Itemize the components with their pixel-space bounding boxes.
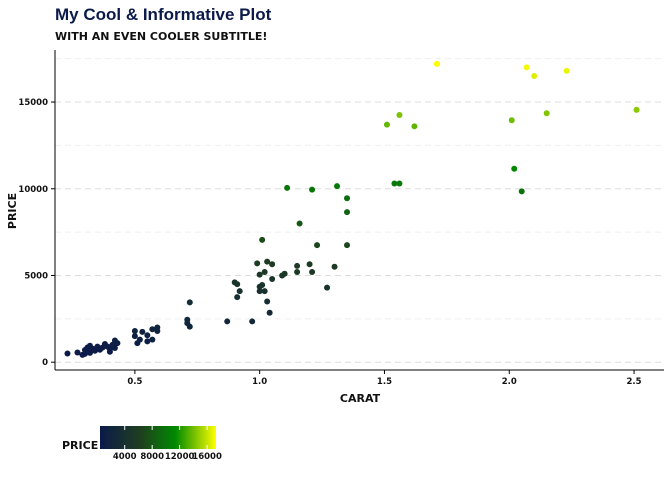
data-point <box>149 336 156 343</box>
data-point <box>344 195 351 202</box>
data-point <box>269 275 276 282</box>
chart-subtitle: WITH AN EVEN COOLER SUBTITLE! <box>55 30 267 43</box>
data-point <box>264 298 271 305</box>
data-point <box>149 326 156 333</box>
data-point <box>511 165 518 172</box>
data-point <box>224 318 231 325</box>
x-tick-label: 2.0 <box>502 377 517 387</box>
chart-title: My Cool & Informative Plot <box>55 5 272 24</box>
data-point <box>396 112 403 119</box>
data-point <box>114 340 121 347</box>
data-point <box>136 336 143 343</box>
data-point <box>144 332 151 339</box>
data-point <box>131 327 138 334</box>
data-point <box>236 288 243 295</box>
data-point <box>306 261 313 268</box>
data-point <box>154 327 161 334</box>
y-tick-label: 0 <box>42 358 48 368</box>
data-point <box>266 309 273 316</box>
data-point <box>259 236 266 243</box>
data-point <box>383 121 390 128</box>
data-point <box>186 299 193 306</box>
data-point <box>334 183 341 190</box>
data-point <box>296 220 303 227</box>
data-point <box>523 64 530 71</box>
data-point <box>256 288 263 295</box>
data-point <box>269 261 276 268</box>
data-point <box>111 344 118 351</box>
data-point <box>563 67 570 74</box>
data-point <box>433 60 440 67</box>
data-point <box>324 284 331 291</box>
data-point <box>261 288 268 295</box>
data-point <box>234 281 241 288</box>
data-point <box>391 180 398 187</box>
data-points <box>64 60 640 358</box>
data-point <box>264 258 271 265</box>
legend-tick-label: 12000 <box>165 452 195 462</box>
data-point <box>139 328 146 335</box>
data-point <box>531 73 538 80</box>
y-tick-label: 15000 <box>18 98 48 108</box>
x-axis-title: CARAT <box>340 392 381 405</box>
data-point <box>106 348 113 355</box>
data-point <box>543 110 550 117</box>
data-point <box>261 269 268 276</box>
data-point <box>344 209 351 216</box>
y-tick-label: 10000 <box>18 185 48 195</box>
data-point <box>309 269 316 276</box>
axes: 0 5000 10000 15000 0.5 1.0 1.5 2.0 2.5 <box>18 50 664 387</box>
y-axis-title: PRICE <box>6 193 19 229</box>
legend-tick-label: 8000 <box>140 452 164 462</box>
data-point <box>74 349 81 356</box>
data-point <box>131 333 138 340</box>
data-point <box>254 260 261 267</box>
x-tick-label: 2.5 <box>627 377 642 387</box>
x-tick-label: 1.5 <box>377 377 392 387</box>
data-point <box>144 338 151 345</box>
data-point <box>234 294 241 301</box>
data-point <box>281 270 288 277</box>
data-point <box>314 242 321 249</box>
data-point <box>259 282 266 289</box>
data-point <box>344 242 351 249</box>
data-point <box>411 123 418 130</box>
x-tick-label: 1.0 <box>252 377 267 387</box>
data-point <box>256 271 263 278</box>
data-point <box>294 262 301 269</box>
legend-colorbar <box>100 426 216 449</box>
grid <box>55 58 664 363</box>
data-point <box>249 318 256 325</box>
data-point <box>284 184 291 191</box>
data-point <box>331 263 338 270</box>
data-point <box>184 316 191 323</box>
data-point <box>64 350 71 357</box>
legend-tick-label: 16000 <box>192 452 222 462</box>
data-point <box>294 269 301 276</box>
legend-title: PRICE <box>62 439 98 452</box>
data-point <box>633 106 640 113</box>
data-point <box>518 188 525 195</box>
data-point <box>309 186 316 193</box>
legend-tick-label: 4000 <box>113 452 137 462</box>
y-tick-label: 5000 <box>24 271 48 281</box>
data-point <box>186 323 193 330</box>
x-tick-label: 0.5 <box>127 377 142 387</box>
data-point <box>396 180 403 187</box>
data-point <box>508 117 515 124</box>
